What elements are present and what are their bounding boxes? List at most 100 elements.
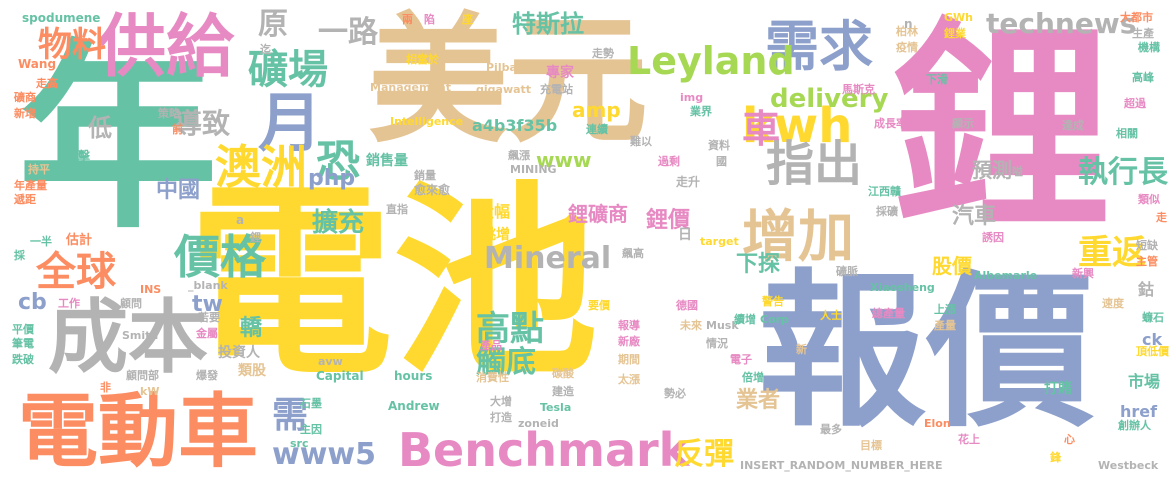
word: 情況 bbox=[706, 337, 728, 350]
word: 一半 bbox=[30, 235, 52, 248]
word: 類似 bbox=[1138, 193, 1160, 206]
word: 鋰價 bbox=[646, 208, 691, 233]
word: 打造 bbox=[490, 411, 512, 424]
word: 大增 bbox=[490, 395, 512, 408]
word: 擴充 bbox=[312, 208, 365, 238]
word: Andrew bbox=[388, 399, 440, 413]
word: 勢必 bbox=[664, 387, 686, 400]
word: 愈來愈 bbox=[414, 183, 451, 197]
word: 連續 bbox=[586, 123, 608, 136]
word: 電池 bbox=[188, 165, 598, 403]
word: 增加 bbox=[742, 205, 854, 270]
word: 誘因 bbox=[982, 231, 1004, 244]
word: 投資人 bbox=[218, 345, 260, 361]
word: 業者 bbox=[736, 388, 781, 413]
word: 江西贛 bbox=[868, 185, 901, 198]
word: 報價 bbox=[758, 254, 1094, 450]
word: 衝擊 bbox=[66, 149, 91, 163]
word: 下探 bbox=[736, 252, 781, 277]
word: 反彈 bbox=[674, 437, 734, 472]
word: 成長率 bbox=[874, 117, 907, 130]
word: 成本 bbox=[48, 291, 208, 384]
word: 導致 bbox=[174, 107, 231, 140]
word: spodumene bbox=[22, 11, 101, 25]
word: 創辦人 bbox=[1118, 419, 1151, 432]
word: delivery bbox=[770, 84, 889, 114]
word: 預測 bbox=[972, 158, 1012, 182]
word: 估計 bbox=[66, 233, 93, 248]
word: Management bbox=[370, 81, 451, 94]
word: 年產量 bbox=[14, 179, 47, 192]
word: 跳增 bbox=[482, 227, 510, 243]
word: Pilbara bbox=[486, 61, 530, 74]
word: 爆發 bbox=[196, 369, 218, 382]
word: 石墨 bbox=[300, 397, 322, 410]
word: 機構 bbox=[1138, 41, 1160, 54]
word: 高點 bbox=[476, 309, 544, 349]
word: 大都市 bbox=[1120, 11, 1153, 24]
word: 類股 bbox=[238, 363, 266, 379]
word: Corp bbox=[760, 313, 789, 326]
word: 全球 bbox=[36, 249, 116, 295]
word: php bbox=[308, 166, 356, 191]
word: 報導 bbox=[618, 319, 640, 332]
word: 美元 bbox=[368, 0, 649, 163]
word: 轎 bbox=[240, 316, 263, 341]
word: 新興 bbox=[1072, 267, 1094, 280]
word: 汽車 bbox=[952, 204, 997, 229]
word: 心 bbox=[1064, 433, 1075, 446]
word: Westbeck bbox=[1098, 459, 1159, 472]
word: 兩 bbox=[402, 13, 413, 26]
word: 新增 bbox=[14, 107, 36, 120]
word: 走升 bbox=[676, 175, 701, 189]
word: 指出 bbox=[766, 136, 863, 192]
word: 筆電 bbox=[12, 337, 34, 350]
word: 高峰 bbox=[1132, 71, 1154, 84]
word: 馬斯克 bbox=[842, 83, 875, 96]
word: src bbox=[290, 437, 309, 450]
word: 平價 bbox=[12, 323, 34, 336]
word: 新廠 bbox=[618, 335, 640, 348]
word: kwh bbox=[742, 98, 853, 154]
word: 專家 bbox=[546, 65, 574, 81]
word: hours bbox=[394, 369, 433, 383]
word: 人士 bbox=[820, 309, 842, 322]
word: 主管 bbox=[1136, 255, 1158, 268]
word: 直指 bbox=[386, 203, 408, 216]
word: avw bbox=[318, 355, 343, 368]
word: 鋰業 bbox=[944, 27, 966, 40]
word: 下滑 bbox=[926, 73, 948, 86]
word: 一路 bbox=[318, 15, 378, 50]
word: 物料 bbox=[38, 25, 106, 65]
word: 前 bbox=[172, 123, 183, 136]
word: Mineral bbox=[484, 241, 612, 276]
word: 飆漲 bbox=[508, 149, 530, 162]
word: 難以 bbox=[630, 135, 652, 148]
word: 車 bbox=[742, 107, 781, 151]
word: 消費性 bbox=[476, 371, 509, 384]
word: 遞距 bbox=[14, 193, 36, 206]
word: 澳洲 bbox=[215, 140, 307, 194]
word: INSERT_RANDOM_NUMBER_HERE bbox=[740, 459, 943, 472]
word: 迄 bbox=[260, 43, 271, 56]
word: 觸底 bbox=[476, 345, 536, 380]
word: a4b3f35b bbox=[472, 116, 558, 135]
word: amp bbox=[572, 98, 621, 122]
word: Albemarle bbox=[974, 269, 1038, 282]
word: 顧問 bbox=[120, 297, 142, 310]
word: cb bbox=[18, 290, 47, 315]
word: 速度 bbox=[1102, 297, 1124, 310]
word: Tesla bbox=[540, 401, 572, 414]
word: Wang bbox=[18, 57, 57, 71]
word: 走勢 bbox=[592, 47, 614, 60]
word: 非 bbox=[100, 381, 111, 394]
word: 特斯拉 bbox=[512, 10, 584, 38]
word: technews bbox=[986, 7, 1137, 40]
word: 續增 bbox=[734, 313, 756, 326]
word: 礦脈 bbox=[836, 265, 858, 278]
word: Smith bbox=[122, 329, 159, 342]
word: 價格 bbox=[174, 230, 266, 284]
word: 鋰 bbox=[250, 231, 261, 244]
word: 充電站 bbox=[540, 83, 573, 96]
word: 需求 bbox=[765, 15, 873, 78]
